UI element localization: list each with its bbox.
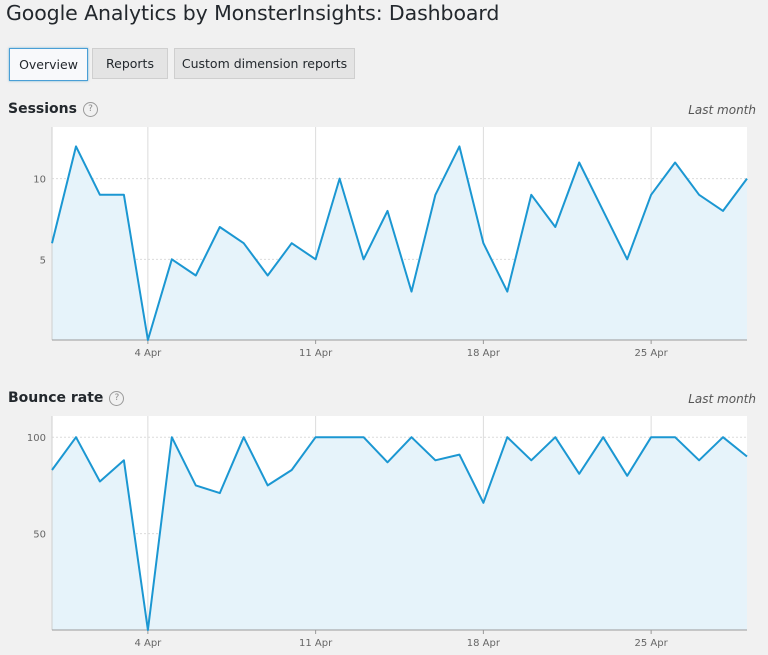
data-point[interactable] — [313, 256, 319, 262]
bounce-rate-period-label: Last month — [688, 392, 756, 406]
question-circle-icon[interactable]: ? — [109, 390, 125, 406]
x-tick-label: 18 Apr — [467, 638, 501, 649]
data-point[interactable] — [648, 434, 654, 440]
data-point[interactable] — [217, 490, 223, 496]
series-area — [52, 437, 747, 630]
data-point[interactable] — [600, 434, 606, 440]
data-point[interactable] — [49, 240, 55, 246]
data-point[interactable] — [169, 256, 175, 262]
x-tick-label: 25 Apr — [635, 638, 669, 649]
data-point[interactable] — [576, 471, 582, 477]
data-point[interactable] — [456, 452, 462, 458]
data-point[interactable] — [432, 457, 438, 463]
y-tick-label: 5 — [40, 255, 46, 266]
question-circle-icon[interactable]: ? — [82, 101, 98, 117]
data-point[interactable] — [361, 256, 367, 262]
data-point[interactable] — [73, 434, 79, 440]
data-point[interactable] — [193, 272, 199, 278]
sessions-period-label: Last month — [688, 103, 756, 117]
data-point[interactable] — [385, 208, 391, 214]
data-point[interactable] — [552, 434, 558, 440]
data-point[interactable] — [696, 457, 702, 463]
data-point[interactable] — [385, 459, 391, 465]
x-tick-label: 18 Apr — [467, 348, 501, 359]
x-tick-label: 4 Apr — [134, 348, 162, 359]
data-point[interactable] — [193, 482, 199, 488]
tab-custom-dimension-reports[interactable]: Custom dimension reports — [174, 48, 355, 79]
data-point[interactable] — [265, 272, 271, 278]
y-tick-label: 10 — [33, 175, 46, 186]
data-point[interactable] — [408, 289, 414, 295]
sessions-section-title: Sessions ? — [8, 101, 98, 117]
data-point[interactable] — [480, 500, 486, 506]
data-point[interactable] — [624, 473, 630, 479]
data-point[interactable] — [648, 192, 654, 198]
data-point[interactable] — [552, 224, 558, 230]
data-point[interactable] — [480, 240, 486, 246]
data-point[interactable] — [696, 192, 702, 198]
y-tick-label: 50 — [33, 530, 46, 541]
series-line — [51, 145, 748, 341]
data-point[interactable] — [265, 482, 271, 488]
sessions-chart: 5 10 4 Apr 11 Apr 18 Apr 25 Apr — [33, 127, 750, 359]
y-tick-label: 100 — [27, 433, 46, 444]
data-point[interactable] — [121, 192, 127, 198]
data-point[interactable] — [313, 434, 319, 440]
tab-reports[interactable]: Reports — [92, 48, 168, 79]
bounce-rate-title: Bounce rate — [8, 390, 104, 406]
data-point[interactable] — [217, 224, 223, 230]
data-point[interactable] — [169, 434, 175, 440]
page-title: Google Analytics by MonsterInsights: Das… — [6, 1, 500, 25]
bounce-rate-chart: 50 100 4 Apr 11 Apr 18 Apr 25 Apr — [27, 416, 750, 649]
series-line — [51, 436, 748, 631]
data-point[interactable] — [528, 457, 534, 463]
data-point[interactable] — [408, 434, 414, 440]
data-point[interactable] — [720, 434, 726, 440]
x-tick-label: 4 Apr — [134, 638, 162, 649]
data-point[interactable] — [504, 289, 510, 295]
data-point[interactable] — [73, 143, 79, 149]
data-point[interactable] — [337, 176, 343, 182]
data-point[interactable] — [145, 337, 151, 343]
data-point[interactable] — [337, 434, 343, 440]
tab-overview[interactable]: Overview — [9, 48, 88, 81]
data-point[interactable] — [576, 160, 582, 166]
data-point[interactable] — [432, 192, 438, 198]
data-point[interactable] — [289, 240, 295, 246]
data-point[interactable] — [241, 434, 247, 440]
x-tick-label: 11 Apr — [299, 638, 333, 649]
data-point[interactable] — [361, 434, 367, 440]
data-point[interactable] — [456, 143, 462, 149]
data-point[interactable] — [97, 192, 103, 198]
data-point[interactable] — [289, 467, 295, 473]
data-point[interactable] — [624, 256, 630, 262]
data-point[interactable] — [672, 160, 678, 166]
data-point[interactable] — [600, 208, 606, 214]
x-tick-label: 11 Apr — [299, 348, 333, 359]
data-point[interactable] — [672, 434, 678, 440]
sessions-title: Sessions — [8, 101, 77, 117]
data-point[interactable] — [121, 457, 127, 463]
data-point[interactable] — [744, 176, 750, 182]
data-point[interactable] — [145, 627, 151, 633]
bounce-rate-section-title: Bounce rate ? — [8, 390, 125, 406]
data-point[interactable] — [49, 467, 55, 473]
data-point[interactable] — [720, 208, 726, 214]
data-point[interactable] — [504, 434, 510, 440]
data-point[interactable] — [528, 192, 534, 198]
data-point[interactable] — [97, 479, 103, 485]
series-area — [52, 146, 747, 340]
data-point[interactable] — [241, 240, 247, 246]
data-point[interactable] — [744, 453, 750, 459]
x-tick-label: 25 Apr — [635, 348, 669, 359]
